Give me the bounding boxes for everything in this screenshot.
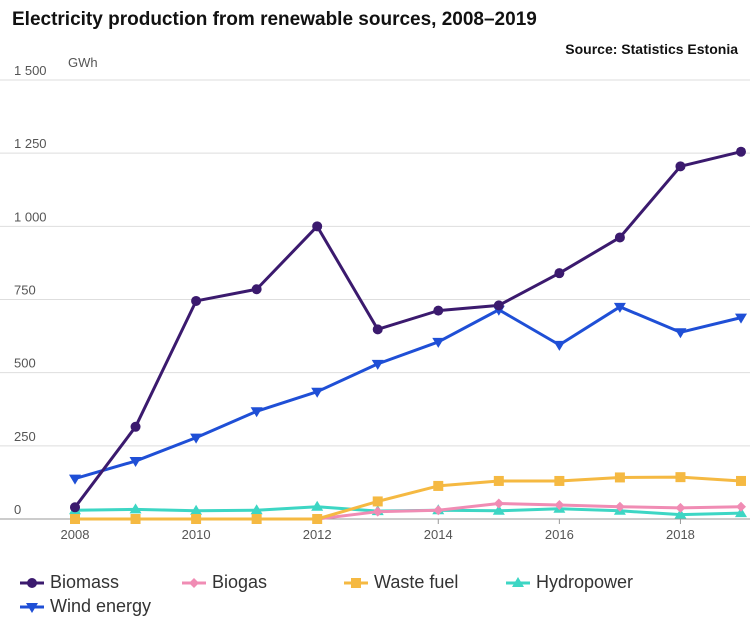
data-point-biogas	[736, 501, 746, 512]
data-point-wind-energy	[190, 433, 203, 444]
data-point-hydropower	[311, 500, 324, 511]
data-point-hydropower	[492, 504, 505, 515]
data-point-waste-fuel	[372, 496, 383, 507]
data-point-biomass	[130, 421, 141, 432]
data-point-wind-energy	[432, 337, 445, 348]
series-wind-energy	[69, 302, 747, 485]
data-point-wind-energy	[553, 340, 566, 351]
y-tick-label: 750	[14, 283, 36, 298]
legend-item-waste-fuel: Waste fuel	[344, 572, 458, 593]
data-point-wind-energy	[735, 313, 747, 324]
y-tick-label: 0	[14, 502, 21, 517]
series-line-biomass	[73, 150, 742, 509]
data-point-wind-energy	[371, 359, 384, 370]
legend-marker-wind-energy-icon	[20, 602, 44, 613]
y-tick-label: 1 250	[14, 136, 47, 151]
data-point-biomass	[433, 305, 444, 316]
data-point-biomass	[554, 268, 565, 279]
data-point-hydropower	[129, 503, 142, 514]
data-point-biomass	[312, 221, 323, 232]
data-point-hydropower	[735, 507, 747, 518]
data-point-biomass	[251, 284, 262, 295]
legend-marker-hydropower-icon	[506, 576, 530, 587]
legend-marker	[27, 577, 37, 588]
data-point-waste-fuel	[614, 472, 625, 483]
legend-label: Waste fuel	[374, 572, 459, 592]
legend-label: Hydropower	[536, 572, 634, 592]
legend-item-hydropower: Hydropower	[506, 572, 633, 593]
legend-label: Biomass	[50, 572, 120, 592]
legend-label: Wind energy	[50, 596, 152, 616]
data-point-biogas	[372, 506, 383, 517]
data-point-waste-fuel	[70, 514, 80, 524]
y-tick-label: 1 500	[14, 63, 47, 78]
data-point-biomass	[191, 295, 202, 306]
data-point-biomass	[493, 300, 504, 311]
legend-marker	[351, 577, 361, 588]
x-tick-label: 2012	[303, 527, 332, 542]
series-line-wind-energy	[74, 305, 742, 481]
series-waste-fuel	[70, 472, 746, 524]
data-point-biogas	[675, 502, 686, 513]
y-tick-label: 250	[14, 429, 36, 444]
legend-marker-biomass-icon	[20, 577, 44, 588]
data-point-waste-fuel	[191, 514, 202, 524]
y-axis-unit: GWh	[68, 55, 98, 70]
data-point-hydropower	[674, 508, 687, 519]
legend-marker	[512, 576, 524, 587]
data-point-waste-fuel	[251, 514, 262, 524]
data-point-biomass	[70, 502, 80, 513]
y-tick-label: 500	[14, 356, 36, 371]
chart-title: Electricity production from renewable so…	[12, 9, 537, 30]
data-point-wind-energy	[674, 328, 687, 339]
legend-marker-waste-fuel-icon	[344, 577, 368, 588]
series-biomass	[70, 146, 746, 513]
chart-source: Source: Statistics Estonia	[565, 41, 738, 57]
data-point-hydropower	[190, 504, 203, 515]
data-point-biogas	[554, 499, 565, 510]
legend-marker	[26, 602, 38, 613]
data-point-wind-energy	[613, 302, 626, 313]
data-point-wind-energy	[311, 387, 324, 398]
data-point-biogas	[433, 505, 444, 516]
data-point-biogas	[614, 501, 625, 512]
data-point-biogas	[493, 498, 504, 509]
legend-label: Biogas	[212, 572, 268, 592]
legend-marker-biogas-icon	[182, 577, 206, 588]
series-line-waste-fuel	[75, 475, 742, 521]
data-point-wind-energy	[250, 407, 263, 418]
legend-marker	[189, 577, 199, 588]
data-point-biomass	[736, 146, 746, 157]
data-point-wind-energy	[129, 457, 142, 468]
data-point-biomass	[372, 324, 383, 335]
x-tick-label: 2008	[61, 527, 90, 542]
line-chart: 0 250 500 750 1 000 1 250 1 500 2008 2010 2012 201…	[0, 63, 750, 542]
data-point-hydropower	[250, 504, 263, 515]
legend-item-biomass: Biomass	[20, 572, 119, 593]
legend-item-wind-energy: Wind energy	[20, 596, 151, 617]
data-point-waste-fuel	[554, 475, 565, 486]
x-tick-label: 2014	[424, 527, 453, 542]
x-tick-label: 2018	[666, 527, 695, 542]
data-point-wind-energy	[69, 474, 81, 485]
data-point-waste-fuel	[312, 514, 323, 524]
legend-item-biogas: Biogas	[182, 572, 267, 593]
data-point-waste-fuel	[433, 480, 444, 491]
x-tick-label: 2010	[182, 527, 211, 542]
data-point-waste-fuel	[493, 475, 504, 486]
y-tick-label: 1 000	[14, 209, 47, 224]
data-point-waste-fuel	[736, 475, 746, 486]
data-point-waste-fuel	[675, 472, 686, 483]
data-point-waste-fuel	[130, 514, 141, 524]
data-point-biomass	[614, 232, 625, 243]
x-tick-label: 2016	[545, 527, 574, 542]
data-point-biomass	[675, 161, 686, 172]
